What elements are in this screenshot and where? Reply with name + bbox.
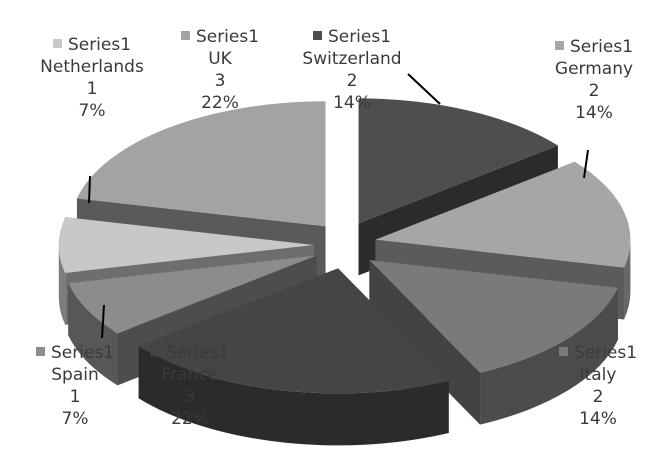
pie-slice-top: [358, 98, 558, 224]
series-name: Series1: [50, 343, 115, 363]
category-name: Germany: [554, 59, 634, 79]
category-name: Italy: [579, 365, 617, 385]
legend-swatch: [150, 347, 160, 356]
pie-slice-rim: [624, 239, 631, 320]
slice-value: 3: [184, 387, 196, 407]
series-name: Series1: [195, 27, 260, 47]
slice-value: 1: [86, 79, 98, 99]
data-label-italy: Series1 Italy 2 14%: [548, 342, 648, 430]
series-name: Series1: [165, 343, 230, 363]
slice-value: 3: [214, 71, 226, 91]
pie-slice-top: [68, 255, 317, 334]
pie-slice-top: [375, 161, 631, 268]
category-name: Netherlands: [40, 57, 144, 77]
pie-slice-top: [76, 101, 326, 227]
category-name: Switzerland: [302, 49, 402, 69]
legend-swatch: [52, 39, 62, 48]
legend-swatch: [554, 41, 564, 50]
data-label-uk: Series1 UK 3 22%: [160, 26, 280, 114]
pie-slice-rim: [58, 245, 66, 325]
legend-swatch: [558, 347, 568, 356]
pie-slice-wall: [369, 259, 481, 425]
slice-value: 2: [588, 81, 600, 101]
leader-line-netherlands: [88, 175, 91, 204]
legend-swatch: [35, 347, 45, 356]
data-label-switzerland: Series1 Switzerland 2 14%: [282, 26, 422, 114]
pie-slice-rim: [480, 287, 618, 425]
slice-value: 2: [346, 71, 358, 91]
series-name: Series1: [327, 27, 392, 47]
slice-percent: 22%: [201, 93, 239, 113]
legend-swatch: [312, 31, 322, 40]
data-label-spain: Series1 Spain 1 7%: [20, 342, 130, 430]
data-label-netherlands: Series1 Netherlands 1 7%: [22, 34, 162, 122]
slice-percent: 14%: [333, 93, 371, 113]
data-label-germany: Series1 Germany 2 14%: [530, 36, 649, 124]
pie-slice-top: [369, 259, 618, 373]
pie-slice-rim: [68, 283, 118, 386]
slice-percent: 14%: [579, 409, 617, 429]
category-name: France: [161, 365, 219, 385]
slice-percent: 14%: [575, 103, 613, 123]
slice-percent: 22%: [171, 409, 209, 429]
pie-slice-italy: [369, 259, 618, 425]
leader-line-germany: [583, 149, 589, 179]
category-name: Spain: [51, 365, 99, 385]
slice-percent: 7%: [61, 409, 89, 429]
pie-slice-rim: [138, 346, 449, 446]
slice-percent: 7%: [78, 101, 106, 121]
series-name: Series1: [67, 35, 132, 55]
pie-slice-top: [138, 268, 449, 394]
pie-slice-france: [138, 268, 449, 446]
leader-line-switzerland: [407, 73, 441, 105]
pie-slice-top: [58, 217, 314, 273]
series-name: Series1: [573, 343, 638, 363]
leader-line-spain: [101, 304, 105, 339]
category-name: UK: [208, 49, 232, 69]
legend-swatch: [180, 31, 190, 40]
slice-value: 1: [69, 387, 81, 407]
slice-value: 2: [592, 387, 604, 407]
series-name: Series1: [569, 37, 634, 57]
data-label-france: Series1 France 3 22%: [130, 342, 250, 430]
